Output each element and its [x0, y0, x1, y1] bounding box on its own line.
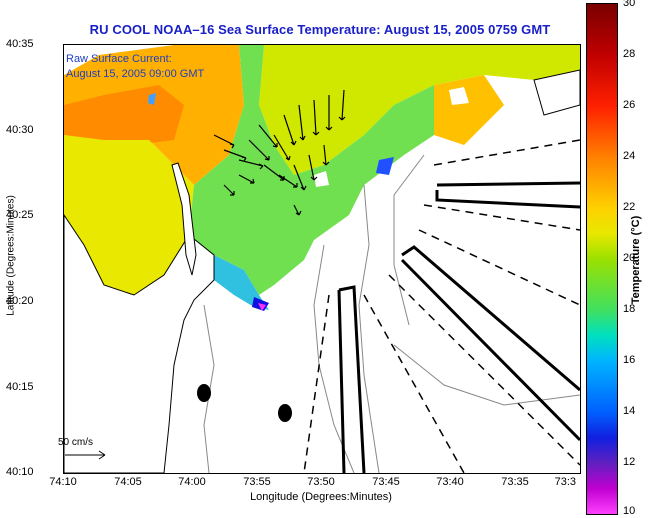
bathy-contour-5: [393, 154, 425, 326]
temperature-colorbar: [586, 3, 618, 515]
buoy-marker-1: [197, 384, 211, 402]
colorbar-tick: 14: [623, 405, 636, 417]
colorbar-tick: 22: [623, 201, 636, 213]
colorbar-tick: 16: [623, 354, 636, 366]
ytick-label: 40:15: [6, 381, 34, 393]
sst-yellow-east: [259, 45, 580, 175]
xtick-label: 74:05: [114, 476, 142, 488]
survey-lines: [337, 181, 580, 473]
sst-cold-cluster: [376, 157, 394, 175]
land-sandy-hook: [171, 162, 197, 276]
sst-warm-east: [434, 75, 504, 145]
xtick-label: 73:3: [554, 476, 576, 488]
map-title: RU COOL NOAA–16 Sea Surface Temperature:…: [89, 22, 551, 37]
colorbar-tick: 30: [623, 0, 636, 9]
legend-title: Raw Surface Current:: [66, 53, 172, 65]
land-long-island: [533, 69, 580, 116]
sst-map-canvas: [64, 45, 580, 473]
xtick-label: 73:35: [501, 476, 529, 488]
ytick-label: 40:20: [6, 295, 34, 307]
xtick-label: 73:40: [436, 476, 464, 488]
bathy-contour-1: [358, 184, 380, 473]
scale-arrow-icon: [65, 450, 106, 460]
sst-map[interactable]: Raw Surface Current: August 15, 2005 09:…: [63, 44, 581, 474]
xtick-label: 73:50: [307, 476, 335, 488]
ytick-label: 40:35: [6, 38, 34, 50]
scale-label: 50 cm/s: [58, 437, 94, 448]
ytick-label: 40:30: [6, 124, 34, 136]
bathy-contour-2: [313, 244, 355, 473]
sst-magenta-spot: [258, 303, 266, 311]
legend-time: August 15, 2005 09:00 GMT: [66, 68, 205, 80]
colorbar-tick: 24: [623, 150, 636, 162]
colorbar-tick: 20: [623, 252, 636, 264]
xtick-label: 74:00: [178, 476, 206, 488]
land-new-jersey: [64, 214, 215, 473]
colorbar-tick: 18: [623, 303, 636, 315]
ytick-label: 40:25: [6, 209, 34, 221]
buoy-marker-2: [278, 404, 292, 422]
dashed-lines: [303, 139, 580, 473]
y-axis-label: Latitude (Degrees:Minutes): [5, 195, 17, 316]
sst-cyan-patch: [148, 93, 156, 105]
sst-yellow-region: [64, 135, 194, 295]
ytick-label: 40:10: [6, 466, 34, 478]
cloud-gap-1: [449, 87, 469, 105]
xtick-label: 73:45: [372, 476, 400, 488]
colorbar-tick: 10: [623, 505, 636, 517]
xtick-label: 73:55: [243, 476, 271, 488]
current-vectors: [213, 89, 346, 216]
colorbar-label: Temperature (°C): [630, 215, 642, 305]
x-axis-label: Longitude (Degrees:Minutes): [250, 491, 392, 503]
colorbar-tick: 28: [623, 48, 636, 60]
colorbar-tick: 12: [623, 456, 636, 468]
cloud-gap-2: [314, 171, 329, 187]
colorbar-tick: 26: [623, 99, 636, 111]
xtick-label: 74:10: [49, 476, 77, 488]
sst-cool-region: [214, 255, 269, 310]
bathy-contour-4: [393, 344, 580, 406]
